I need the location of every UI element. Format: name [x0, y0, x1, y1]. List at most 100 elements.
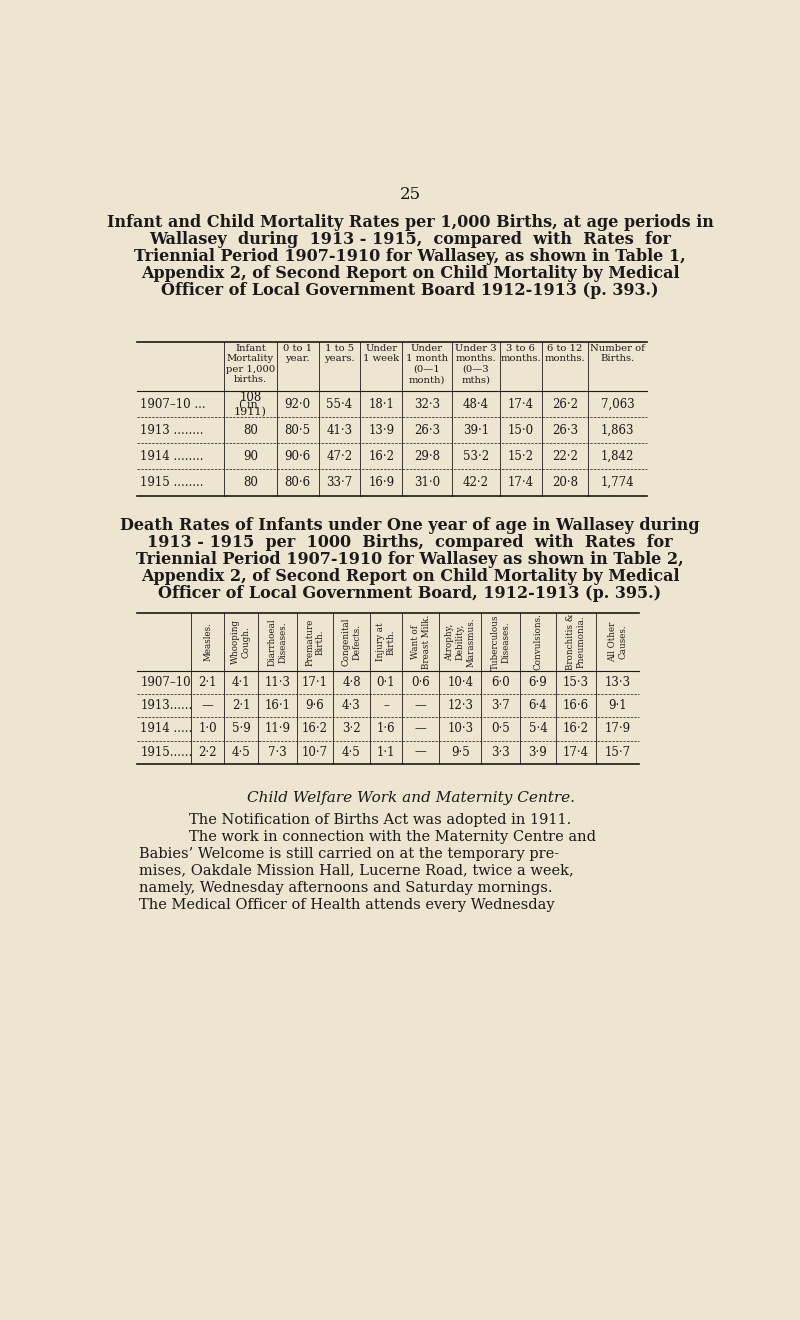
Text: 5·9: 5·9 [232, 722, 250, 735]
Text: The Medical Officer of Health attends every Wednesday: The Medical Officer of Health attends ev… [138, 898, 554, 912]
Text: Congenital
Defects.: Congenital Defects. [342, 618, 361, 667]
Text: mises, Oakdale Mission Hall, Lucerne Road, twice a week,: mises, Oakdale Mission Hall, Lucerne Roa… [138, 863, 574, 878]
Text: 2·1: 2·1 [232, 700, 250, 713]
Text: Child Welfare Work and Maternity Centre.: Child Welfare Work and Maternity Centre. [247, 792, 575, 805]
Text: 3·3: 3·3 [491, 746, 510, 759]
Text: 7,063: 7,063 [601, 397, 634, 411]
Text: 1907–10 ...: 1907–10 ... [140, 397, 206, 411]
Text: 2·1: 2·1 [198, 676, 217, 689]
Text: Whooping
Cough.: Whooping Cough. [231, 619, 250, 664]
Text: 47·2: 47·2 [326, 450, 353, 463]
Text: Premature
Birth.: Premature Birth. [306, 618, 325, 665]
Text: 4·3: 4·3 [342, 700, 361, 713]
Text: 11·9: 11·9 [265, 722, 290, 735]
Text: 0 to 1
year.: 0 to 1 year. [283, 345, 312, 363]
Text: 16·2: 16·2 [302, 722, 328, 735]
Text: 108: 108 [239, 391, 262, 404]
Text: Convulsions.: Convulsions. [534, 614, 542, 671]
Text: 92·0: 92·0 [285, 397, 310, 411]
Text: 17·1: 17·1 [302, 676, 328, 689]
Text: 1,842: 1,842 [601, 450, 634, 463]
Text: 3 to 6
months.: 3 to 6 months. [501, 345, 541, 363]
Text: 9·6: 9·6 [306, 700, 325, 713]
Text: 1913......: 1913...... [140, 700, 193, 713]
Text: Officer of Local Government Board, 1912-1913 (p. 395.): Officer of Local Government Board, 1912-… [158, 585, 662, 602]
Text: 17·4: 17·4 [562, 746, 589, 759]
Text: namely, Wednesday afternoons and Saturday mornings.: namely, Wednesday afternoons and Saturda… [138, 880, 552, 895]
Text: 3·7: 3·7 [491, 700, 510, 713]
Text: 15·2: 15·2 [508, 450, 534, 463]
Text: Appendix 2, of Second Report on Child Mortality by Medical: Appendix 2, of Second Report on Child Mo… [141, 264, 679, 281]
Text: 18·1: 18·1 [368, 397, 394, 411]
Text: 4·5: 4·5 [342, 746, 361, 759]
Text: Appendix 2, of Second Report on Child Mortality by Medical: Appendix 2, of Second Report on Child Mo… [141, 568, 679, 585]
Text: The work in connection with the Maternity Centre and: The work in connection with the Maternit… [189, 830, 596, 843]
Text: 1907–10: 1907–10 [140, 676, 191, 689]
Text: Infant and Child Mortality Rates per 1,000 Births, at age periods in: Infant and Child Mortality Rates per 1,0… [106, 214, 714, 231]
Text: 6·0: 6·0 [491, 676, 510, 689]
Text: 80·6: 80·6 [285, 477, 310, 490]
Text: All Other
Causes.: All Other Causes. [608, 622, 627, 663]
Text: 1·6: 1·6 [377, 722, 395, 735]
Text: 16·2: 16·2 [368, 450, 394, 463]
Text: 17·4: 17·4 [508, 397, 534, 411]
Text: 53·2: 53·2 [463, 450, 489, 463]
Text: Measles.: Measles. [203, 623, 212, 661]
Text: Bronchitis &
Pneumonia.: Bronchitis & Pneumonia. [566, 614, 586, 671]
Text: 12·3: 12·3 [447, 700, 474, 713]
Text: 42·2: 42·2 [463, 477, 489, 490]
Text: 13·3: 13·3 [605, 676, 630, 689]
Text: Infant
Mortality
per 1,000
births.: Infant Mortality per 1,000 births. [226, 345, 275, 384]
Text: 6·9: 6·9 [529, 676, 547, 689]
Text: 1·1: 1·1 [377, 746, 395, 759]
Text: 29·8: 29·8 [414, 450, 440, 463]
Text: 55·4: 55·4 [326, 397, 353, 411]
Text: 13·9: 13·9 [368, 424, 394, 437]
Text: –: – [383, 700, 389, 713]
Text: 90·6: 90·6 [285, 450, 310, 463]
Text: Injury at
Birth.: Injury at Birth. [376, 623, 396, 661]
Text: Atrophy,
Debility,
Marasmus.: Atrophy, Debility, Marasmus. [446, 618, 475, 667]
Text: 10·4: 10·4 [447, 676, 474, 689]
Text: 1·0: 1·0 [198, 722, 217, 735]
Text: Number of
Births.: Number of Births. [590, 345, 645, 363]
Text: The Notification of Births Act was adopted in 1911.: The Notification of Births Act was adopt… [189, 813, 571, 826]
Text: 5·4: 5·4 [529, 722, 547, 735]
Text: 7·3: 7·3 [268, 746, 287, 759]
Text: 10·3: 10·3 [447, 722, 474, 735]
Text: 0·1: 0·1 [377, 676, 395, 689]
Text: 11·3: 11·3 [265, 676, 290, 689]
Text: 4·1: 4·1 [232, 676, 250, 689]
Text: 1915 ........: 1915 ........ [140, 477, 204, 490]
Text: Under
1 week: Under 1 week [363, 345, 399, 363]
Text: 1914 .....: 1914 ..... [140, 722, 193, 735]
Text: 1915......: 1915...... [140, 746, 193, 759]
Text: 80: 80 [243, 424, 258, 437]
Text: 1911): 1911) [234, 408, 266, 417]
Text: 39·1: 39·1 [463, 424, 489, 437]
Text: 16·1: 16·1 [265, 700, 290, 713]
Text: 31·0: 31·0 [414, 477, 440, 490]
Text: 1913 - 1915  per  1000  Births,  compared  with  Rates  for: 1913 - 1915 per 1000 Births, compared wi… [147, 535, 673, 552]
Text: 3·2: 3·2 [342, 722, 361, 735]
Text: 4·8: 4·8 [342, 676, 361, 689]
Text: Triennial Period 1907-1910 for Wallasey, as shown in Table 1,: Triennial Period 1907-1910 for Wallasey,… [134, 248, 686, 265]
Text: —: — [415, 746, 426, 759]
Text: 17·9: 17·9 [605, 722, 630, 735]
Text: Triennial Period 1907-1910 for Wallasey as shown in Table 2,: Triennial Period 1907-1910 for Wallasey … [136, 552, 684, 568]
Text: 1913 ........: 1913 ........ [140, 424, 204, 437]
Text: —: — [202, 700, 214, 713]
Text: 1,863: 1,863 [601, 424, 634, 437]
Text: 2·2: 2·2 [198, 746, 217, 759]
Text: Under 3
months.
(0—3
mths): Under 3 months. (0—3 mths) [455, 345, 497, 384]
Text: 26·3: 26·3 [552, 424, 578, 437]
Text: 9·5: 9·5 [451, 746, 470, 759]
Text: 3·9: 3·9 [529, 746, 547, 759]
Text: 48·4: 48·4 [463, 397, 489, 411]
Text: 41·3: 41·3 [326, 424, 353, 437]
Text: 17·4: 17·4 [508, 477, 534, 490]
Text: 4·5: 4·5 [232, 746, 250, 759]
Text: 0·6: 0·6 [411, 676, 430, 689]
Text: Want of
Breast Milk.: Want of Breast Milk. [411, 615, 430, 669]
Text: 1,774: 1,774 [601, 477, 634, 490]
